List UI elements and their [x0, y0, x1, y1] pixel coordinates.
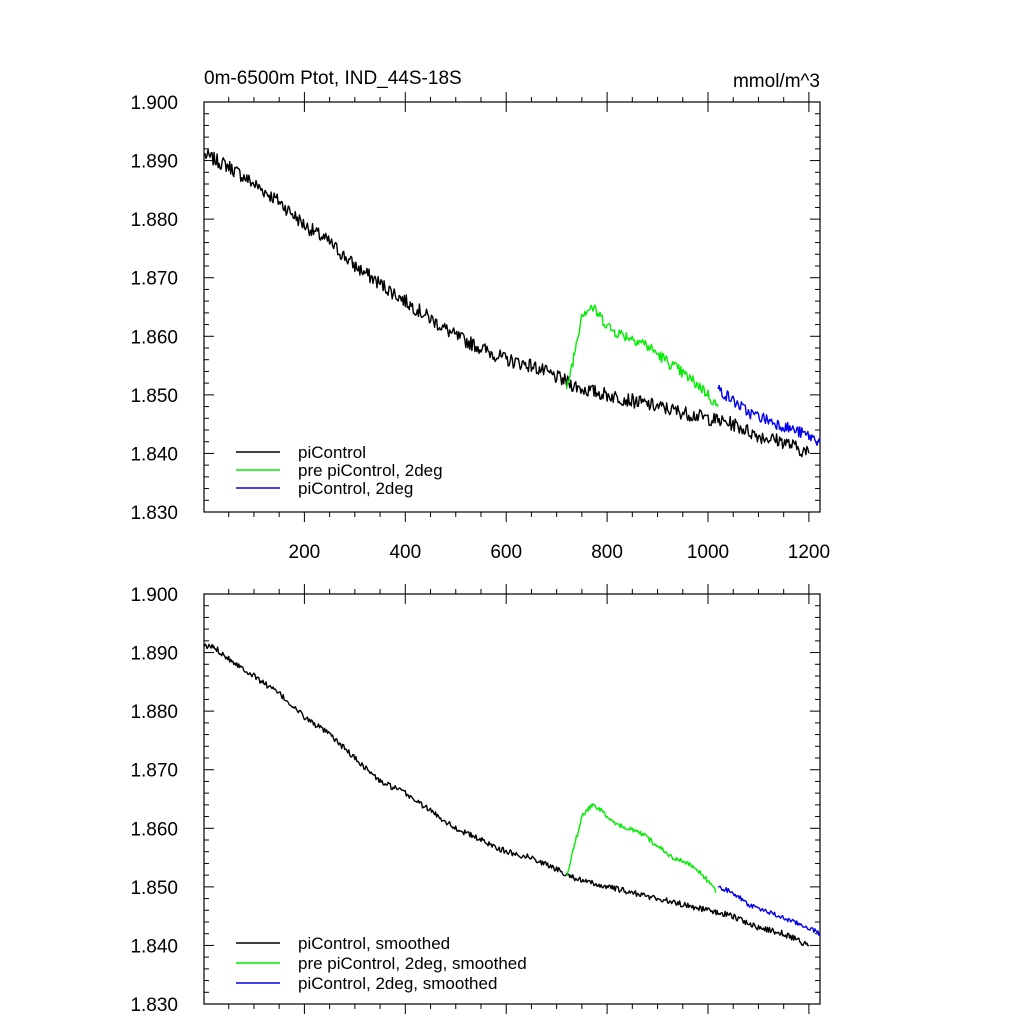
x-tick-label: 800 — [591, 542, 623, 563]
y-tick-label: 1.850 — [130, 878, 178, 899]
y-tick-label: 1.860 — [130, 327, 178, 348]
y-tick-label: 1.840 — [130, 936, 178, 957]
x-tick-label: 600 — [490, 542, 522, 563]
legend-label: piControl, smoothed — [298, 934, 450, 953]
plot-frame — [203, 101, 821, 513]
chart-title: 0m-6500m Ptot, IND_44S-18S — [204, 68, 462, 89]
y-tick-label: 1.890 — [130, 152, 178, 173]
legend-label: piControl, 2deg — [298, 479, 413, 498]
y-tick-label: 1.860 — [130, 819, 178, 840]
y-tick-label: 1.900 — [130, 585, 178, 606]
legend-label: pre piControl, 2deg, smoothed — [298, 954, 527, 973]
x-tick-label: 400 — [389, 542, 421, 563]
y-tick-label: 1.900 — [130, 93, 178, 114]
legend-label: piControl — [298, 443, 366, 462]
y-tick-label: 1.880 — [130, 702, 178, 723]
series-line-1 — [566, 304, 719, 407]
series-line-0 — [203, 149, 810, 458]
series-line-2 — [718, 885, 821, 936]
y-tick-label: 1.870 — [130, 761, 178, 782]
legend-label: pre piControl, 2deg — [298, 461, 443, 480]
chart-units: mmol/m^3 — [733, 71, 820, 92]
series-line-0 — [203, 643, 810, 947]
plot-frame — [203, 593, 821, 1005]
y-tick-label: 1.890 — [130, 644, 178, 665]
y-tick-label: 1.830 — [130, 995, 178, 1016]
x-tick-label: 1000 — [687, 542, 729, 563]
panel-top: 1.830 1.840 1.850 1.860 1.870 1.880 1.890 1.900… — [130, 92, 830, 563]
series-line-1 — [566, 803, 717, 893]
x-tick-label: 200 — [289, 542, 321, 563]
y-tick-label: 1.850 — [130, 386, 178, 407]
y-tick-label: 1.880 — [130, 210, 178, 231]
y-tick-label: 1.870 — [130, 269, 178, 290]
panel-bottom: 1.830 1.840 1.850 1.860 1.870 1.880 1.890 1.900… — [130, 584, 821, 1016]
legend-label: piControl, 2deg, smoothed — [298, 974, 497, 993]
y-tick-label: 1.840 — [130, 444, 178, 465]
y-tick-label: 1.830 — [130, 503, 178, 524]
series-line-2 — [717, 384, 821, 446]
x-tick-label: 1200 — [788, 542, 830, 563]
